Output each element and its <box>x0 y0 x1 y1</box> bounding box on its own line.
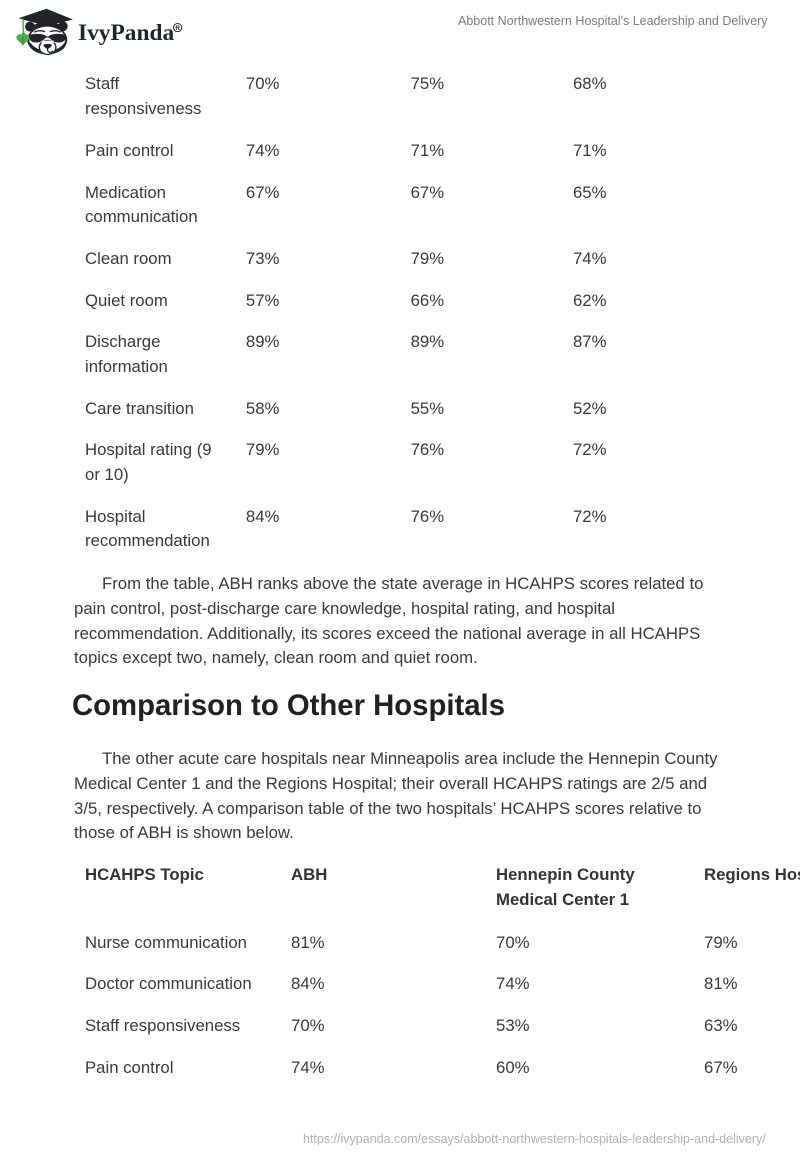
svg-text:R: R <box>176 25 181 32</box>
